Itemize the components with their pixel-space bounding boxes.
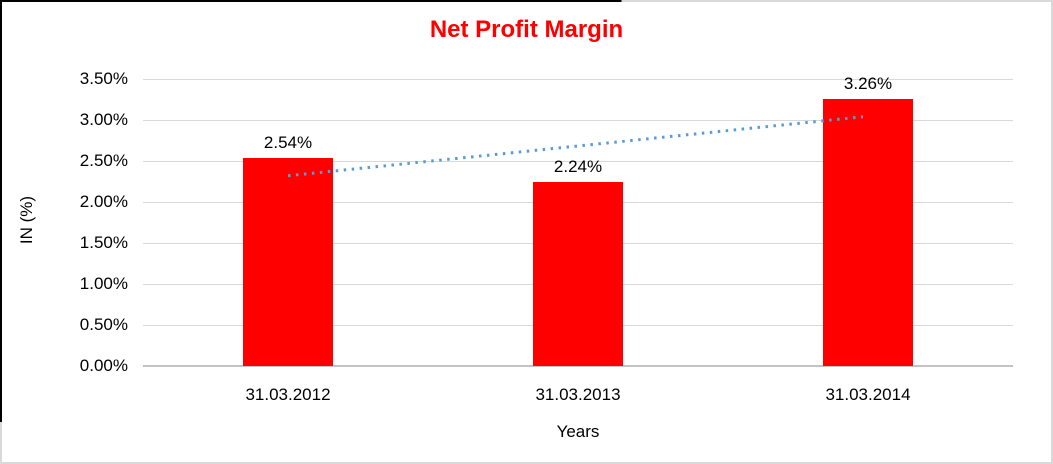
bar [243,157,333,366]
y-tick-label: 3.50% [79,69,128,88]
chart-border-bottom [0,462,1053,464]
chart-border-left [0,0,2,464]
trendline [287,115,864,178]
y-tick-label: 1.50% [79,233,128,252]
y-tick-label: 2.00% [79,192,128,211]
gridline [143,119,1013,121]
chart-border-right [1051,0,1053,464]
bar [533,182,623,366]
y-tick-label: 2.50% [79,151,128,170]
bar-value-label: 2.54% [263,132,313,152]
y-tick-label: 3.00% [79,110,128,129]
x-tick-label: 31.03.2012 [245,385,331,404]
y-tick-label: 0.00% [79,356,128,375]
x-axis-line [143,365,1013,367]
chart-title: Net Profit Margin [429,16,624,43]
x-tick-label: 31.03.2014 [825,385,911,404]
y-tick-label: 1.00% [79,274,128,293]
gridline [143,160,1013,162]
gridline [143,78,1013,80]
bar-value-label: 3.26% [843,73,893,93]
bar-value-label: 2.24% [553,157,603,177]
x-axis-title: Years [556,422,600,441]
y-tick-label: 0.50% [79,315,128,334]
chart-border-top [0,0,1053,2]
x-tick-label: 31.03.2013 [535,385,621,404]
bar [823,98,913,366]
